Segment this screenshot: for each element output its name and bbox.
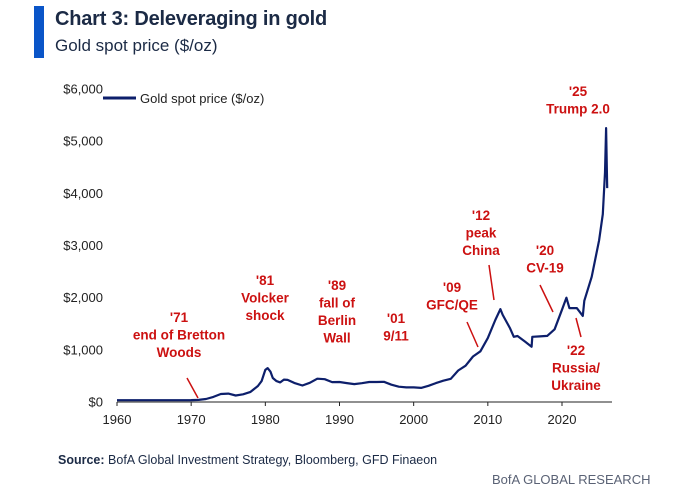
annotation-label: '81	[256, 273, 275, 288]
annotation-label: '12	[472, 208, 490, 223]
source-label: Source:	[58, 453, 105, 467]
annotation-label: '01	[387, 311, 406, 326]
annotation-arrow	[575, 317, 582, 338]
annotation-label: peak	[466, 226, 497, 241]
x-tick-label: 1960	[103, 412, 132, 427]
legend-label: Gold spot price ($/oz)	[140, 91, 264, 106]
y-tick-label: $0	[89, 395, 103, 410]
annotation-label: '89	[328, 278, 346, 293]
chart-title: Chart 3: Deleveraging in gold	[55, 8, 328, 30]
annotation-arrow	[186, 377, 199, 399]
x-tick-label: 1980	[251, 412, 280, 427]
y-tick-label: $4,000	[63, 186, 103, 201]
chart-subtitle: Gold spot price ($/oz)	[55, 36, 218, 55]
annotation-label: '25	[569, 84, 588, 99]
annotation-label: '09	[443, 280, 461, 295]
y-tick-label: $2,000	[63, 290, 103, 305]
annotation-label: Volcker	[241, 291, 290, 306]
annotation-label: Ukraine	[551, 378, 601, 393]
annotation-label: end of Bretton	[133, 328, 225, 343]
y-tick-label: $6,000	[63, 82, 103, 97]
annotation-label: '20	[536, 243, 554, 258]
annotation-label: Woods	[157, 345, 202, 360]
annotation-label: Russia/	[552, 361, 600, 376]
y-tick-label: $5,000	[63, 134, 103, 149]
annotation-label: Berlin	[318, 313, 356, 328]
annotation-arrow	[466, 321, 479, 348]
annotation-label: GFC/QE	[426, 298, 478, 313]
annotation-label: '22	[567, 343, 585, 358]
x-tick-label: 1970	[177, 412, 206, 427]
x-tick-label: 2010	[473, 412, 502, 427]
source-note: Source: BofA Global Investment Strategy,…	[58, 453, 437, 467]
x-tick-label: 2020	[548, 412, 577, 427]
x-tick-label: 2000	[399, 412, 428, 427]
y-tick-label: $3,000	[63, 238, 103, 253]
annotation-arrow	[539, 284, 554, 313]
annotation-arrow	[488, 264, 495, 301]
gold-price-line	[117, 127, 609, 402]
annotation-label: fall of	[319, 296, 356, 311]
x-tick-label: 1990	[325, 412, 354, 427]
y-tick-label: $1,000	[63, 342, 103, 357]
annotation-label: '71	[170, 310, 189, 325]
source-text: BofA Global Investment Strategy, Bloombe…	[108, 453, 438, 467]
annotation-label: Wall	[323, 331, 350, 346]
brand-footer: BofA GLOBAL RESEARCH	[492, 472, 651, 487]
annotation-label: 9/11	[383, 329, 409, 344]
annotation-label: Trump 2.0	[546, 102, 610, 117]
annotation-label: CV-19	[526, 261, 564, 276]
annotation-label: shock	[245, 308, 285, 323]
annotation-label: China	[462, 243, 500, 258]
title-accent-bar	[34, 6, 44, 58]
